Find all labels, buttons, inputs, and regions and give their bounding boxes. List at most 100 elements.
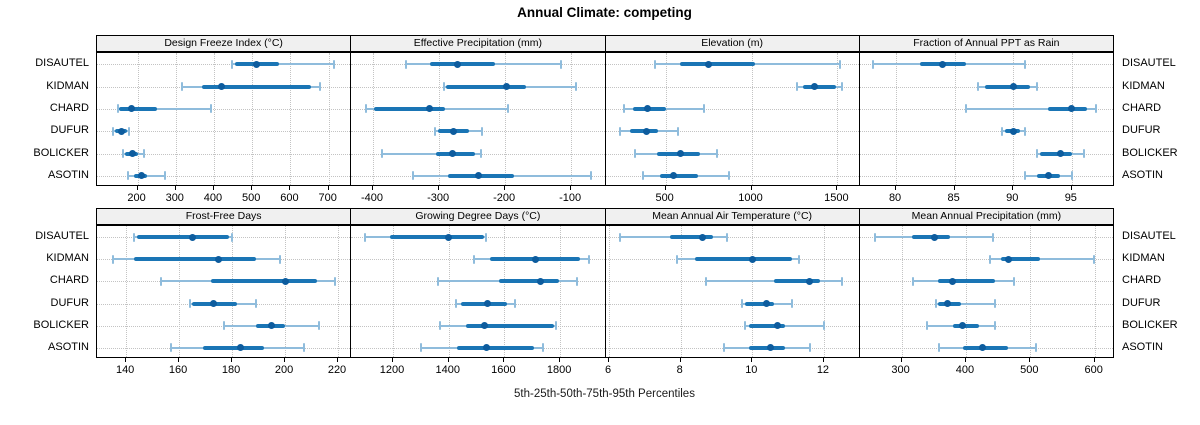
whisker-cap bbox=[623, 104, 626, 114]
whisker-cap bbox=[411, 171, 414, 181]
x-tick-label: 600 bbox=[280, 192, 299, 204]
whisker-cap bbox=[142, 149, 145, 158]
whisker-cap bbox=[618, 232, 621, 242]
percentile-25-75-bar bbox=[679, 62, 755, 67]
whisker-cap bbox=[405, 59, 408, 69]
median-dot bbox=[943, 300, 951, 308]
median-dot bbox=[948, 277, 956, 285]
percentile-25-75-bar bbox=[136, 235, 230, 240]
percentile-25-75-bar bbox=[201, 84, 312, 89]
x-gridline bbox=[213, 53, 215, 185]
x-tick bbox=[504, 186, 506, 190]
panel-strip: Frost-Free Days bbox=[96, 208, 352, 225]
percentile-25-75-bar bbox=[1001, 257, 1040, 262]
whisker-cap bbox=[318, 321, 321, 331]
x-tick bbox=[900, 358, 902, 362]
whisker-cap bbox=[126, 171, 129, 181]
whisker-cap bbox=[1023, 126, 1026, 136]
median-dot bbox=[425, 105, 433, 113]
row-gridline bbox=[97, 131, 351, 133]
median-dot bbox=[1009, 127, 1017, 135]
median-dot bbox=[930, 233, 938, 241]
median-dot bbox=[763, 300, 771, 308]
x-tick bbox=[751, 358, 753, 362]
whisker-cap bbox=[436, 276, 439, 286]
x-gridline bbox=[751, 53, 753, 185]
whisker-cap bbox=[653, 59, 656, 69]
median-dot bbox=[677, 150, 685, 157]
x-gridline bbox=[896, 53, 898, 185]
x-tick-label: 140 bbox=[115, 364, 135, 376]
station-label-right: CHARD bbox=[1122, 274, 1162, 287]
x-tick-label: 90 bbox=[1006, 192, 1019, 204]
median-dot bbox=[127, 105, 135, 113]
panel-strip: Mean Annual Precipitation (mm) bbox=[858, 208, 1114, 225]
x-tick-label: 160 bbox=[168, 364, 188, 376]
station-label-left: KIDMAN bbox=[46, 79, 89, 92]
station-label-left: DUFUR bbox=[50, 296, 90, 309]
percentile-25-75-bar bbox=[937, 279, 995, 284]
percentile-25-75-bar bbox=[773, 279, 821, 284]
station-label-left: DISAUTEL bbox=[35, 230, 89, 243]
whisker-cap bbox=[1035, 343, 1038, 353]
median-dot bbox=[129, 150, 137, 157]
x-tick bbox=[895, 186, 897, 190]
median-dot bbox=[448, 150, 456, 157]
whisker-cap bbox=[555, 321, 558, 331]
whisker-cap bbox=[993, 321, 996, 331]
row-gridline bbox=[605, 86, 859, 88]
x-tick bbox=[231, 358, 233, 362]
whisker-cap bbox=[380, 149, 383, 158]
x-tick-label: 300 bbox=[165, 192, 184, 204]
whisker-cap bbox=[364, 104, 367, 114]
whisker-cap bbox=[1023, 171, 1026, 181]
percentile-caption: 5th-25th-50th-75th-95th Percentiles bbox=[514, 388, 695, 400]
whisker-cap bbox=[560, 59, 563, 69]
percentile-25-75-bar bbox=[390, 235, 484, 240]
station-label-left: KIDMAN bbox=[46, 252, 89, 265]
x-tick-label: 500 bbox=[655, 192, 674, 204]
median-dot bbox=[698, 233, 706, 241]
whisker-cap bbox=[676, 254, 679, 264]
x-tick-label: 1400 bbox=[435, 364, 460, 376]
x-tick-label: 1500 bbox=[824, 192, 849, 204]
whisker-cap bbox=[702, 104, 705, 114]
x-tick-label: 300 bbox=[891, 364, 910, 376]
whisker-cap bbox=[485, 232, 488, 242]
x-gridline bbox=[837, 53, 839, 185]
percentile-25-75-bar bbox=[911, 235, 950, 240]
x-tick bbox=[438, 186, 440, 190]
whisker-cap bbox=[318, 82, 321, 91]
station-label-right: DUFUR bbox=[1122, 296, 1161, 309]
percentile-25-75-bar bbox=[465, 323, 554, 328]
percentile-25-75-bar bbox=[803, 84, 837, 89]
panel-plot bbox=[350, 225, 606, 358]
station-label-left: ASOTIN bbox=[48, 340, 89, 353]
station-label-right: ASOTIN bbox=[1122, 340, 1163, 353]
strip-label: Mean Annual Air Temperature (°C) bbox=[652, 210, 813, 223]
median-dot bbox=[502, 83, 510, 90]
x-tick bbox=[953, 186, 955, 190]
median-dot bbox=[454, 60, 462, 68]
median-dot bbox=[806, 277, 814, 285]
median-dot bbox=[188, 233, 196, 241]
station-label-left: BOLICKER bbox=[33, 146, 89, 159]
x-tick-label: 400 bbox=[955, 364, 975, 376]
whisker-cap bbox=[634, 149, 637, 158]
median-dot bbox=[117, 127, 125, 135]
median-dot bbox=[643, 127, 651, 135]
x-tick-label: 500 bbox=[1020, 364, 1039, 376]
whisker-cap bbox=[116, 104, 119, 114]
x-tick bbox=[212, 186, 214, 190]
x-tick bbox=[447, 358, 449, 362]
whisker-cap bbox=[871, 59, 874, 69]
whisker-cap bbox=[618, 126, 621, 136]
median-dot bbox=[810, 83, 818, 90]
whisker-cap bbox=[822, 321, 825, 331]
whisker-cap bbox=[278, 254, 281, 264]
x-tick-label: 1200 bbox=[379, 364, 405, 376]
x-gridline bbox=[1013, 53, 1015, 185]
median-dot bbox=[1009, 83, 1017, 90]
station-label-left: DISAUTEL bbox=[35, 57, 89, 70]
